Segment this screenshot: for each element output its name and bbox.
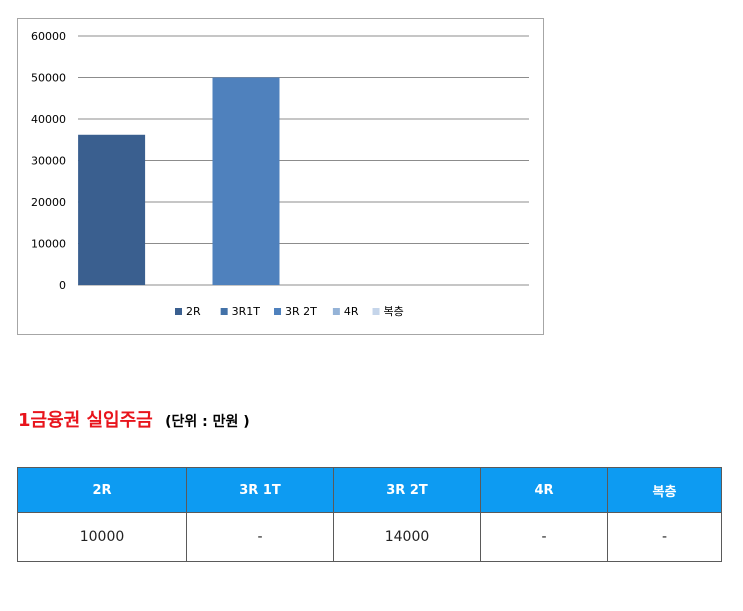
bar-chart: 0 10000 20000 30000 40000 50000 60000 2R 3R1T 3R … — [17, 18, 544, 335]
table-cell: - — [186, 512, 334, 562]
legend-swatch — [274, 308, 282, 315]
table-cell: - — [480, 512, 608, 562]
legend-label: 복층 — [384, 305, 404, 318]
legend-label: 3R 2T — [285, 305, 317, 318]
legend-swatch — [175, 308, 182, 315]
y-tick-label: 60000 — [31, 30, 66, 43]
y-tick-label: 50000 — [31, 72, 66, 85]
table-header-cell: 2R — [17, 467, 187, 513]
y-tick-label: 30000 — [31, 155, 66, 168]
table-row: 10000 - 14000 - - — [17, 512, 722, 562]
table-cell: - — [607, 512, 722, 562]
bar-1 — [78, 134, 146, 285]
y-tick-label: 20000 — [31, 196, 66, 209]
y-tick-label: 40000 — [31, 113, 66, 126]
bar-chart-svg: 0 10000 20000 30000 40000 50000 60000 2R 3R1T 3R … — [31, 30, 529, 318]
legend-label: 4R — [344, 305, 359, 318]
legend-label: 2R — [186, 305, 201, 318]
table-cell: 14000 — [333, 512, 481, 562]
table-header-cell: 3R 2T — [333, 467, 481, 513]
table-header-row: 2R 3R 1T 3R 2T 4R 복층 — [17, 467, 722, 513]
table-header-cell: 복층 — [607, 467, 722, 513]
legend-swatch — [332, 308, 340, 315]
table-header-cell: 3R 1T — [186, 467, 334, 513]
y-tick-label: 10000 — [31, 238, 66, 251]
legend-label: 3R1T — [232, 305, 261, 318]
y-tick-label: 0 — [59, 279, 66, 292]
section-title: 1금융권 실입주금 (단위 : 만원 ) — [18, 404, 250, 432]
section-title-unit: (단위 : 만원 ) — [165, 414, 250, 430]
table-header-cell: 4R — [480, 467, 608, 513]
section-title-main: 1금융권 실입주금 — [18, 410, 153, 431]
table-cell: 10000 — [17, 512, 187, 562]
bar-3 — [212, 77, 280, 285]
legend-swatch — [220, 308, 228, 315]
price-table: 2R 3R 1T 3R 2T 4R 복층 10000 - 14000 - - — [17, 467, 722, 562]
legend-swatch — [372, 308, 380, 315]
